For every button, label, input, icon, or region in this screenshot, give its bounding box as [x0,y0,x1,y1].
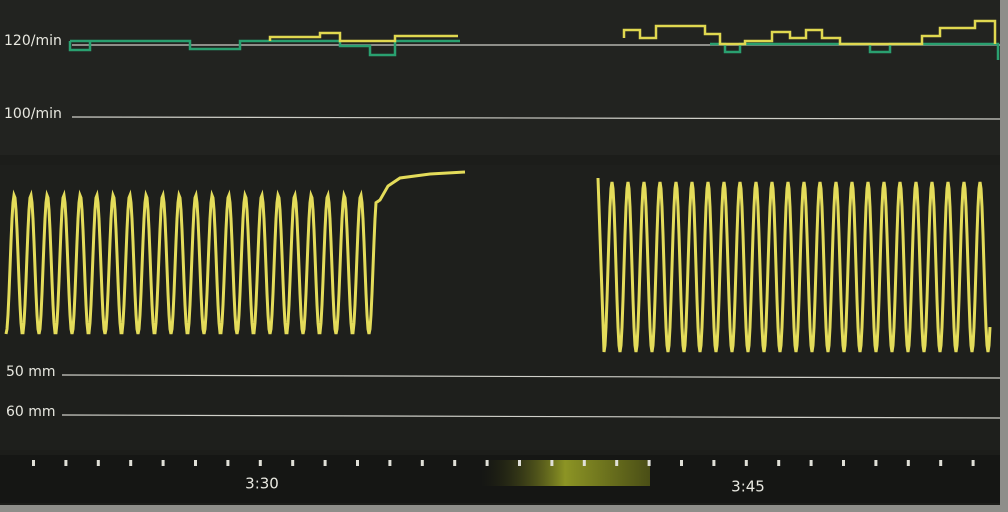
time-tick [939,460,942,466]
time-tick [64,460,67,466]
time-tick [842,460,845,466]
time-tick [972,460,975,466]
axis-label: 50 mm [6,364,56,380]
monitor-screen: 120/min 100/min 50 mm 60 mm 3:30 3:45 [0,0,1008,512]
time-tick [388,460,391,466]
axis-label: 60 mm [6,404,56,420]
time-tick [874,460,877,466]
axis-label: 120/min [4,33,62,49]
time-tick [648,460,651,466]
time-tick [162,460,165,466]
time-label: 3:45 [731,478,765,496]
time-tick [324,460,327,466]
time-tick [259,460,262,466]
time-tick [194,460,197,466]
time-tick [97,460,100,466]
time-tick [32,460,35,466]
time-tick [680,460,683,466]
time-tick [518,460,521,466]
time-tick [745,460,748,466]
time-highlight [480,460,650,486]
time-tick [129,460,132,466]
time-tick [810,460,813,466]
page: {"upper_panel": {"labels": ["120/min", "… [0,0,1008,512]
time-tick [907,460,910,466]
time-tick [712,460,715,466]
time-tick [550,460,553,466]
time-tick [777,460,780,466]
upper-panel [0,0,1000,155]
time-tick [421,460,424,466]
time-tick [486,460,489,466]
time-tick [356,460,359,466]
time-tick [226,460,229,466]
time-label: 3:30 [245,475,279,493]
time-tick [291,460,294,466]
time-tick [453,460,456,466]
time-tick [615,460,618,466]
axis-label: 100/min [4,106,62,122]
time-tick [583,460,586,466]
